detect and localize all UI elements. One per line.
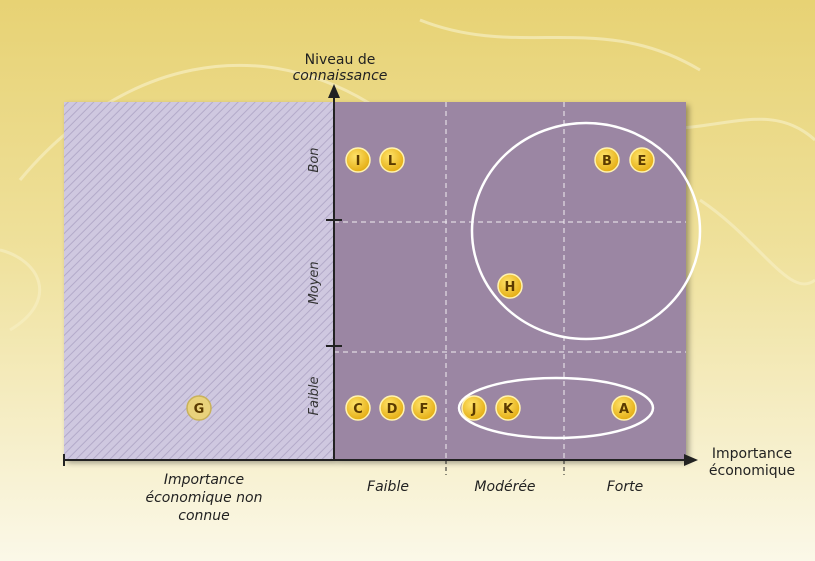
unknown-label-line3: connue — [178, 508, 230, 524]
unknown-label-line2: économique non — [146, 490, 263, 506]
marker-dot — [345, 395, 371, 421]
unknown-label-line1: Importance — [164, 472, 244, 488]
markers: I L B E H C D F J K A G — [186, 147, 655, 421]
marker-k: K — [495, 395, 521, 421]
marker-dot — [461, 395, 487, 421]
marker-label: C — [353, 402, 363, 417]
marker-f: F — [411, 395, 437, 421]
marker-dot — [379, 147, 405, 173]
axes — [63, 92, 688, 466]
group-ellipse-low — [457, 376, 655, 440]
marker-label: F — [420, 402, 429, 417]
marker-l: L — [379, 147, 405, 173]
marker-label: B — [602, 154, 612, 169]
category-label-moderee: Modérée — [474, 479, 535, 495]
y-axis-title-line1: Niveau de — [305, 52, 376, 68]
x-axis-title-line2: économique — [709, 463, 795, 479]
marker-e: E — [629, 147, 655, 173]
marker-b: B — [594, 147, 620, 173]
marker-i: I — [345, 147, 371, 173]
marker-dot — [379, 395, 405, 421]
y-axis-title-line2: connaissance — [293, 68, 388, 84]
marker-g: G — [186, 395, 212, 421]
marker-label: D — [387, 402, 398, 417]
marker-j: J — [461, 395, 487, 421]
level-label-moyen: Moyen — [307, 261, 322, 304]
grid-lines — [334, 102, 686, 460]
y-axis-arrow-icon — [328, 84, 340, 98]
category-label-forte: Forte — [607, 479, 643, 495]
level-label-bon: Bon — [307, 147, 322, 172]
marker-c: C — [345, 395, 371, 421]
marker-dot — [497, 273, 523, 299]
level-label-faible: Faible — [307, 377, 322, 416]
marker-label: A — [619, 402, 629, 417]
marker-label: H — [505, 280, 516, 295]
marker-dot — [186, 395, 212, 421]
marker-a: A — [611, 395, 637, 421]
marker-d: D — [379, 395, 405, 421]
marker-label: L — [388, 154, 396, 169]
x-axis-title-line1: Importance — [712, 446, 792, 462]
group-circle-high — [470, 121, 702, 341]
x-category-dividers — [445, 460, 565, 475]
marker-dot — [345, 147, 371, 173]
marker-dot — [594, 147, 620, 173]
category-label-faible: Faible — [367, 479, 409, 495]
marker-dot — [611, 395, 637, 421]
marker-label: J — [471, 402, 477, 417]
marker-label: K — [503, 402, 514, 417]
marker-h: H — [497, 273, 523, 299]
marker-dot — [629, 147, 655, 173]
marker-label: E — [638, 154, 647, 169]
marker-label: G — [194, 402, 205, 417]
marker-dot — [495, 395, 521, 421]
x-axis-arrow-icon — [684, 454, 698, 466]
marker-dot — [411, 395, 437, 421]
marker-label: I — [356, 154, 361, 169]
